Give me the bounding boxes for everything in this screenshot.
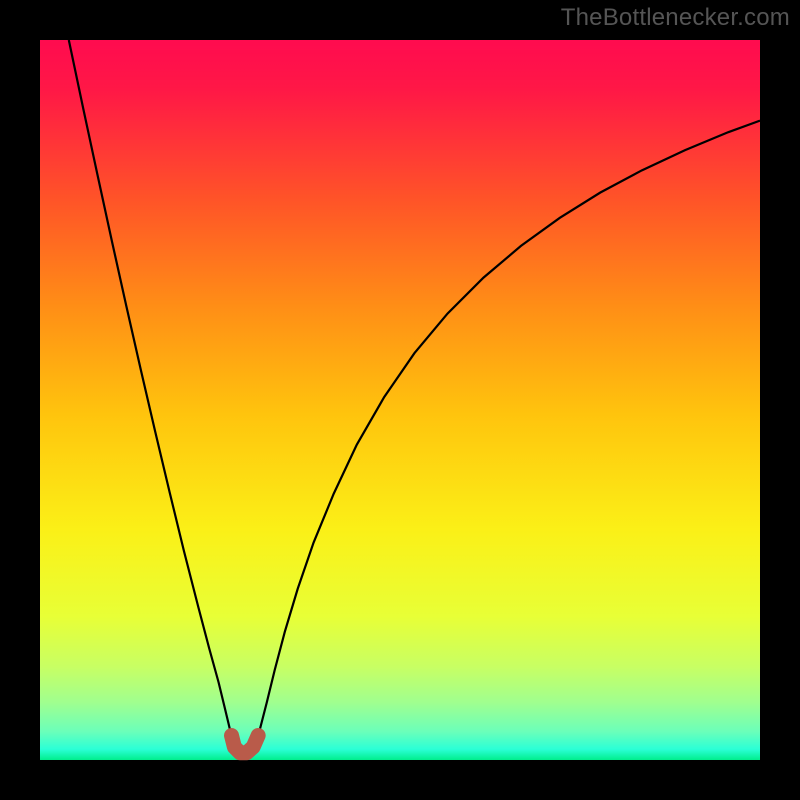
watermark-text: TheBottlenecker.com xyxy=(561,4,790,32)
stage: TheBottlenecker.com xyxy=(0,0,800,800)
chart-svg xyxy=(0,0,800,800)
